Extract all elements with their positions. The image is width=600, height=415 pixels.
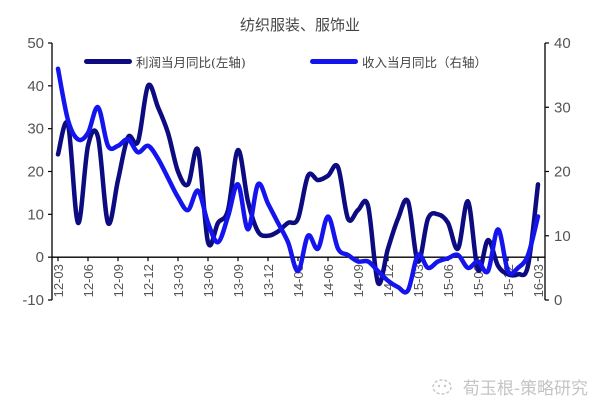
right-y-tick-label: 30 bbox=[554, 99, 571, 116]
legend-item-profit: 利润当月同比(左轴) bbox=[84, 52, 246, 71]
right-y-tick-label: 10 bbox=[554, 228, 571, 245]
x-tick-label: 12-09 bbox=[111, 264, 126, 297]
x-tick-label: 13-03 bbox=[171, 264, 186, 297]
x-tick-label: 15-09 bbox=[471, 264, 486, 297]
legend-label-revenue: 收入当月同比（右轴） bbox=[362, 55, 488, 70]
legend-item-revenue: 收入当月同比（右轴） bbox=[310, 52, 487, 71]
left-y-tick-label: 20 bbox=[27, 164, 44, 181]
revenue-series-line bbox=[55, 66, 541, 295]
left-y-tick-label: 10 bbox=[27, 206, 44, 223]
x-tick-label: 12-12 bbox=[141, 264, 156, 297]
legend-swatch-profit bbox=[84, 59, 132, 64]
right-y-tick-label: 20 bbox=[554, 164, 571, 181]
left-y-tick-label: 0 bbox=[36, 249, 44, 266]
left-y-tick-label: -10 bbox=[22, 292, 44, 309]
x-tick-label: 13-12 bbox=[261, 264, 276, 297]
x-tick-label: 13-09 bbox=[231, 264, 246, 297]
chart-title: 纺织服装、服饰业 bbox=[239, 16, 360, 34]
legend-swatch-revenue bbox=[310, 59, 358, 64]
watermark-text: 荀玉根-策略研究 bbox=[462, 379, 588, 399]
wechat-icon bbox=[432, 378, 452, 395]
watermark: 荀玉根-策略研究 bbox=[431, 374, 588, 399]
x-tick-label: 14-03 bbox=[291, 264, 306, 297]
x-tick-label: 14-09 bbox=[351, 264, 366, 297]
x-tick-label: 16-03 bbox=[531, 264, 546, 297]
legend-label-profit: 利润当月同比(左轴) bbox=[136, 55, 246, 70]
profit-series-line bbox=[55, 82, 541, 287]
right-y-tick-label: 40 bbox=[554, 35, 571, 52]
left-y-tick-label: 30 bbox=[27, 121, 44, 138]
left-y-tick-label: 40 bbox=[27, 78, 44, 95]
x-tick-label: 12-03 bbox=[51, 264, 66, 297]
series-lines bbox=[55, 66, 541, 295]
axes: -10 0 10 20 30 40 50 0 10 20 30 40 12-03 12-06 12-09 12… bbox=[22, 35, 570, 309]
x-tick-label: 12-06 bbox=[81, 264, 96, 297]
x-tick-label: 14-06 bbox=[321, 264, 336, 297]
left-y-tick-label: 50 bbox=[27, 35, 44, 52]
x-tick-label: 13-06 bbox=[201, 264, 216, 297]
x-tick-label: 15-06 bbox=[441, 264, 456, 297]
right-y-tick-label: 0 bbox=[554, 292, 562, 309]
